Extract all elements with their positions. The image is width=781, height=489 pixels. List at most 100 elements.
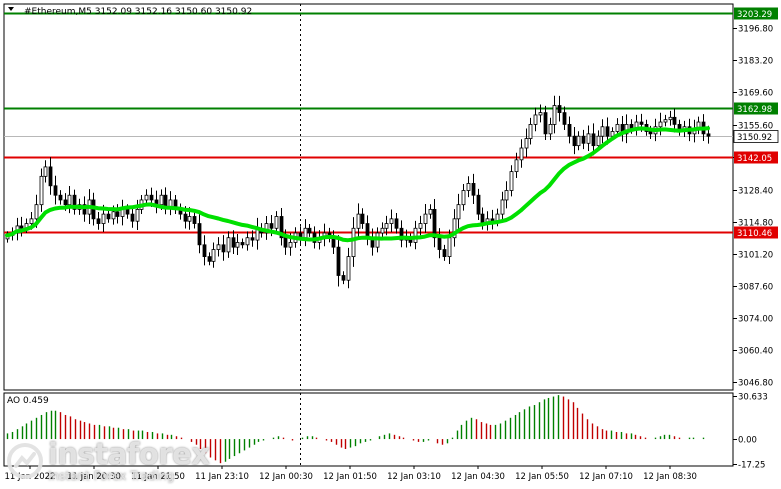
chart-title: #Ethereum,M5 3152.09 3152.16 3150.60 315… xyxy=(24,7,252,17)
candle-body xyxy=(586,133,591,144)
candle-body xyxy=(668,116,673,121)
ao-y-tick-label: 30.633 xyxy=(738,393,768,403)
ao-y-tick-label: -17.25 xyxy=(738,461,765,471)
candle-body xyxy=(106,213,111,220)
candle-body xyxy=(476,194,481,215)
candle-body xyxy=(283,237,288,248)
candle-body xyxy=(456,204,461,220)
x-tick-label: 11 Jan 2022 xyxy=(5,472,56,482)
candle-body xyxy=(240,242,245,246)
candle-body xyxy=(519,147,524,161)
candle-body xyxy=(125,208,130,215)
y-tick-label: 3101.20 xyxy=(738,251,773,261)
candle-body xyxy=(48,166,53,187)
candle-body xyxy=(82,204,87,215)
price-level-label: 3142.05 xyxy=(737,154,772,164)
candle-body xyxy=(418,223,423,229)
candle-body xyxy=(413,227,418,243)
candle-body xyxy=(648,131,653,135)
candle-body xyxy=(67,194,72,206)
candle-body xyxy=(706,133,711,137)
x-tick-label: 12 Jan 08:30 xyxy=(643,472,697,482)
chart-shift-icon xyxy=(8,7,14,11)
y-tick-label: 3155.60 xyxy=(738,122,773,132)
ao-panel-frame xyxy=(3,392,734,467)
candle-body xyxy=(533,114,538,125)
candle-body xyxy=(341,275,346,281)
candle-body xyxy=(500,199,505,215)
candle-body xyxy=(187,216,192,222)
candle-body xyxy=(39,175,44,206)
candle-body xyxy=(101,213,106,224)
price-level-label: 3203.29 xyxy=(737,10,772,20)
y-tick-label: 3183.20 xyxy=(738,57,773,67)
candle-body xyxy=(202,244,207,258)
candle-body xyxy=(639,121,644,125)
x-tick-label: 12 Jan 03:10 xyxy=(387,472,441,482)
x-tick-label: 12 Jan 01:50 xyxy=(323,472,377,482)
candle-body xyxy=(96,218,101,224)
price-level-tag xyxy=(734,102,778,115)
candle-body xyxy=(672,116,677,125)
candle-body xyxy=(135,208,140,222)
x-tick-label: 12 Jan 00:30 xyxy=(259,472,313,482)
candle-body xyxy=(111,211,116,220)
candle-body xyxy=(183,213,188,222)
candle-body xyxy=(576,135,581,147)
candle-body xyxy=(115,211,120,217)
x-tick-label: 11 Jan 23:10 xyxy=(195,472,249,482)
candle-body xyxy=(471,183,476,196)
candle-body xyxy=(466,183,471,191)
candle-body xyxy=(29,218,34,224)
candle-body xyxy=(600,126,605,137)
candle-body xyxy=(504,190,509,201)
candle-body xyxy=(163,194,168,208)
candle-body xyxy=(207,256,212,262)
ao-indicator-label: AO 0.459 xyxy=(7,396,49,406)
y-tick-label: 3060.40 xyxy=(738,347,773,357)
moving-average-line xyxy=(5,126,710,243)
candle-body xyxy=(226,237,231,253)
candle-body xyxy=(159,194,164,206)
candle-body xyxy=(211,249,216,262)
candle-body xyxy=(303,227,308,239)
candle-body xyxy=(548,124,553,135)
candle-body xyxy=(53,185,58,196)
candle-body xyxy=(274,216,279,229)
candle-body xyxy=(567,124,572,137)
candle-body xyxy=(235,242,240,248)
candle-body xyxy=(384,223,389,229)
candle-body xyxy=(389,218,394,224)
candle-body xyxy=(596,135,601,147)
candle-body xyxy=(572,135,577,147)
x-tick-label: 11 Jan 20:30 xyxy=(67,472,121,482)
candle-body xyxy=(221,244,226,253)
candle-body xyxy=(144,194,149,201)
price-level-tag xyxy=(734,226,778,239)
candle-body xyxy=(528,124,533,139)
candle-body xyxy=(288,242,293,248)
candle-body xyxy=(380,227,385,234)
x-tick-label: 12 Jan 04:30 xyxy=(451,472,505,482)
candle-body xyxy=(658,121,663,128)
price-level-label: 3162.98 xyxy=(737,105,772,115)
candle-body xyxy=(269,223,274,229)
candle-body xyxy=(34,204,39,220)
price-level-tag xyxy=(734,7,778,20)
candle-body xyxy=(197,223,202,246)
candle-body xyxy=(605,126,610,137)
candle-body xyxy=(351,227,356,258)
main-panel-frame xyxy=(3,3,734,391)
price-level-tag xyxy=(734,151,778,164)
candle-body xyxy=(509,171,514,191)
candle-body xyxy=(423,213,428,224)
candle-body xyxy=(552,105,557,125)
price-level-label: 3110.46 xyxy=(737,229,772,239)
candle-body xyxy=(591,133,596,147)
candle-body xyxy=(615,124,620,132)
current-price-tag xyxy=(733,130,779,143)
candle-body xyxy=(538,112,543,116)
candle-body xyxy=(346,256,351,281)
candle-body xyxy=(264,223,269,234)
